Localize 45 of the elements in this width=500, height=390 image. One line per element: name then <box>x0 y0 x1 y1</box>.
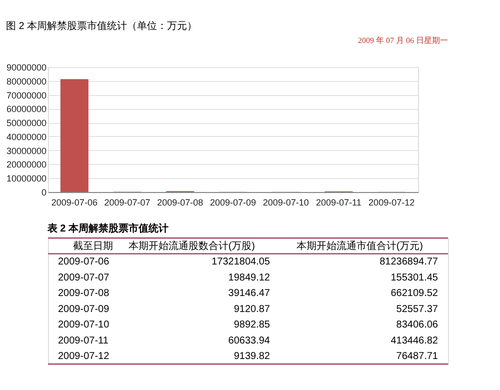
y-tick-label: 10000000 <box>6 174 46 184</box>
y-tick-label: 0 <box>41 188 46 198</box>
x-tick-label: 2009-07-12 <box>368 198 415 208</box>
y-tick-label: 90000000 <box>6 62 46 72</box>
data-label: 76487.71 <box>396 351 438 362</box>
x-tick-label: 2009-07-07 <box>104 198 150 208</box>
y-tick-label: 80000000 <box>6 76 46 86</box>
data-label: 52557.37 <box>396 304 438 315</box>
category-label: 2009-07-06 <box>58 256 110 268</box>
text: 本期开始流通市值合计(万元) <box>296 240 423 252</box>
text: 2009 年 07 月 06 日星期一 <box>358 36 448 45</box>
data-label: 19849.12 <box>228 272 270 284</box>
y-tick-label: 40000000 <box>6 132 46 142</box>
chart-title: 图 2 本周解禁股票市值统计（单位：万元） <box>6 20 198 32</box>
data-label: 155301.45 <box>390 272 438 284</box>
data-label: 60633.94 <box>228 335 270 346</box>
bar <box>60 79 88 192</box>
x-tick-label: 2009-07-11 <box>316 198 362 208</box>
data-label: 17321804.05 <box>212 256 270 268</box>
text: 表 2 本周解禁股票市值统计 <box>46 222 169 234</box>
category-label: 2009-07-08 <box>58 288 110 300</box>
data-label: 9892.85 <box>234 320 270 331</box>
text: 本期开始流通股数合计(万股) <box>128 240 255 252</box>
x-tick-label: 2009-07-06 <box>51 198 98 208</box>
x-tick-label: 2009-07-08 <box>157 198 204 208</box>
x-tick-label: 2009-07-10 <box>262 198 309 208</box>
category-label: 2009-07-10 <box>58 320 110 331</box>
data-label: 413446.82 <box>390 335 438 346</box>
y-tick-label: 70000000 <box>6 90 46 100</box>
data-label: 81236894.77 <box>380 256 438 268</box>
data-label: 39146.47 <box>228 288 270 300</box>
y-tick-label: 60000000 <box>6 104 46 114</box>
y-tick-label: 20000000 <box>6 160 46 170</box>
category-label: 2009-07-11 <box>58 335 109 346</box>
data-label: 662109.52 <box>390 288 438 300</box>
y-tick-label: 30000000 <box>6 146 46 156</box>
category-label: 2009-07-07 <box>58 272 110 284</box>
data-label: 83406.06 <box>396 320 438 331</box>
category-label: 2009-07-12 <box>58 351 110 362</box>
y-tick-label: 50000000 <box>6 118 46 128</box>
category-label: 2009-07-09 <box>58 304 110 315</box>
data-label: 9120.87 <box>234 304 270 315</box>
text: 截至日期 <box>73 240 113 252</box>
x-tick-label: 2009-07-09 <box>210 198 256 208</box>
data-label: 9139.82 <box>234 351 270 362</box>
